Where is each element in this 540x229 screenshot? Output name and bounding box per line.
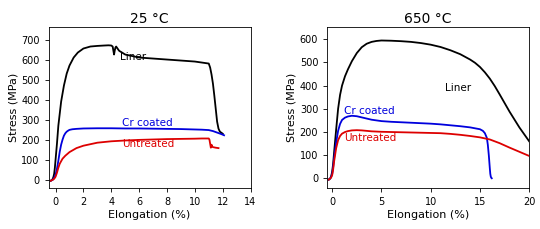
Y-axis label: Stress (MPa): Stress (MPa) <box>8 73 18 142</box>
Title: 650 °C: 650 °C <box>404 12 452 26</box>
Text: Untreated: Untreated <box>344 133 396 143</box>
Text: Cr coated: Cr coated <box>344 106 395 116</box>
X-axis label: Elongation (%): Elongation (%) <box>387 210 469 220</box>
Text: Cr coated: Cr coated <box>123 118 173 128</box>
Text: Liner: Liner <box>120 52 146 62</box>
Y-axis label: Stress (MPa): Stress (MPa) <box>287 73 297 142</box>
X-axis label: Elongation (%): Elongation (%) <box>109 210 191 220</box>
Text: Untreated: Untreated <box>123 139 174 149</box>
Text: Liner: Liner <box>446 83 471 93</box>
Title: 25 °C: 25 °C <box>130 12 169 26</box>
